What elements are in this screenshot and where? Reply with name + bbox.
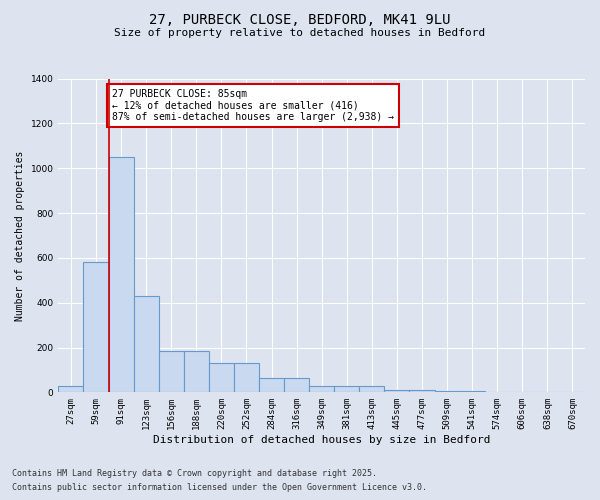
Bar (409, 390, 434, 392)
Bar (58, 386, 83, 392)
Text: Contains public sector information licensed under the Open Government Licence v3: Contains public sector information licen… (12, 484, 427, 492)
Text: 27 PURBECK CLOSE: 85sqm
← 12% of detached houses are smaller (416)
87% of semi-d: 27 PURBECK CLOSE: 85sqm ← 12% of detache… (112, 88, 394, 122)
Bar (184, 351, 209, 393)
Bar (234, 363, 259, 392)
Bar (159, 351, 184, 393)
Bar (334, 386, 359, 392)
Bar (309, 386, 334, 392)
Y-axis label: Number of detached properties: Number of detached properties (15, 150, 25, 320)
Bar (284, 378, 309, 392)
Bar (134, 296, 159, 392)
Text: Size of property relative to detached houses in Bedford: Size of property relative to detached ho… (115, 28, 485, 38)
Bar (460, 391, 485, 392)
X-axis label: Distribution of detached houses by size in Bedford: Distribution of detached houses by size … (153, 435, 490, 445)
Text: 27, PURBECK CLOSE, BEDFORD, MK41 9LU: 27, PURBECK CLOSE, BEDFORD, MK41 9LU (149, 12, 451, 26)
Bar (434, 391, 460, 392)
Bar (109, 157, 134, 392)
Text: Contains HM Land Registry data © Crown copyright and database right 2025.: Contains HM Land Registry data © Crown c… (12, 468, 377, 477)
Bar (209, 363, 234, 392)
Bar (385, 390, 409, 392)
Bar (359, 386, 385, 392)
Bar (83, 262, 109, 392)
Bar (259, 378, 284, 392)
